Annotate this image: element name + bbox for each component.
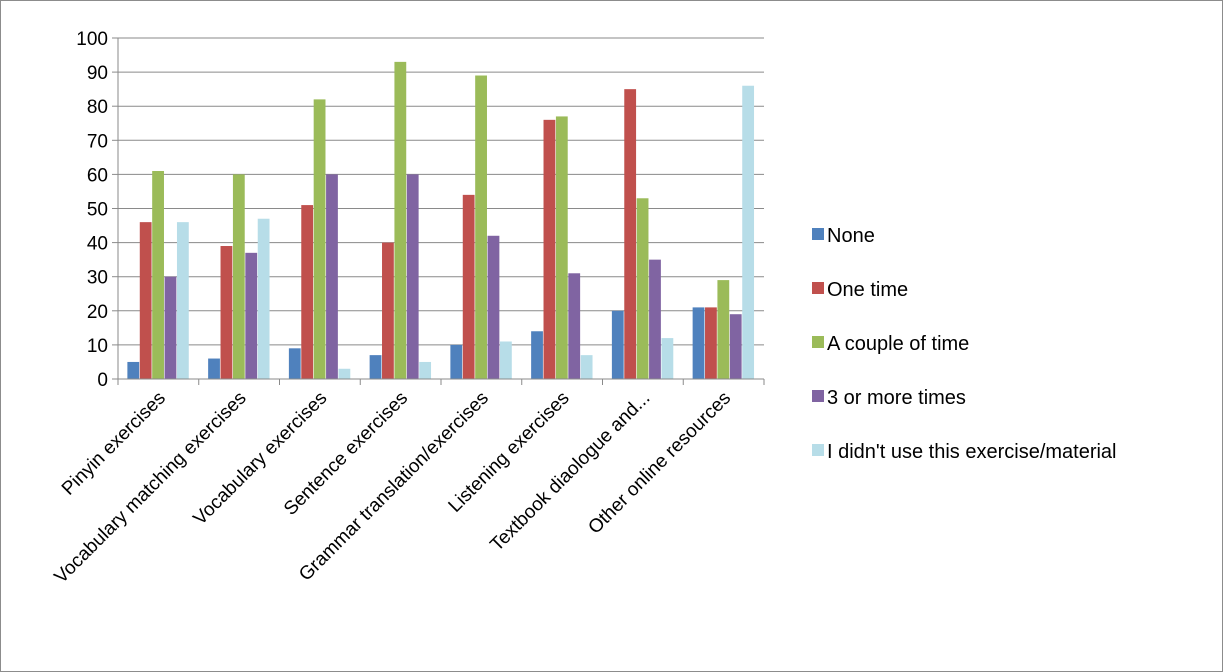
bar-3-or-more-times-textbook-diaologue-and	[649, 259, 661, 379]
legend-label-3-or-more-times: 3 or more times	[827, 387, 966, 409]
bar-a-couple-of-time-other-online-resources	[717, 280, 730, 379]
y-tick-label-20: 20	[87, 302, 108, 323]
bar-i-didn-t-use-this-exercise-material-grammar-translation-exercises	[499, 341, 512, 379]
bar-3-or-more-times-grammar-translation-exercises	[487, 235, 500, 379]
bar-i-didn-t-use-this-exercise-material-listening-exercises	[580, 355, 593, 379]
bar-a-couple-of-time-listening-exercises	[555, 116, 568, 380]
y-tick-labels: 0 10 20 30 40 50 60 70 80 90 100	[76, 29, 108, 391]
legend-swatch-none	[812, 228, 824, 240]
legend-item-i-didn-t-use-this-exercise-material: I didn't use this exercise/material	[812, 441, 1117, 463]
legend-item-a-couple-of-time: A couple of time	[812, 333, 969, 355]
bar-a-couple-of-time-sentence-exercises	[394, 61, 407, 380]
legend-swatch-i-didn-t-use-this-exercise-material	[812, 444, 824, 456]
y-tick-label-60: 60	[87, 165, 108, 186]
bar-i-didn-t-use-this-exercise-material-pinyin-exercises	[176, 222, 189, 379]
y-tick-label-100: 100	[76, 29, 108, 50]
legend-label-a-couple-of-time: A couple of time	[827, 333, 969, 355]
bar-3-or-more-times-listening-exercises	[568, 273, 581, 379]
axes	[112, 37, 765, 385]
bar-i-didn-t-use-this-exercise-material-vocabulary-matching-exercises	[257, 218, 270, 379]
bar-one-time-sentence-exercises	[382, 242, 394, 379]
bar-a-couple-of-time-textbook-diaologue-and	[636, 198, 649, 379]
bar-one-time-other-online-resources	[705, 307, 717, 379]
bar-a-couple-of-time-vocabulary-exercises	[313, 99, 326, 379]
bar-a-couple-of-time-grammar-translation-exercises	[475, 75, 487, 379]
bar-one-time-grammar-translation-exercises	[462, 194, 475, 379]
y-tick-label-70: 70	[87, 131, 108, 152]
bar-3-or-more-times-pinyin-exercises	[164, 276, 177, 379]
x-tick-label-textbook-diaologue-and: Textbook diaologue and...	[486, 388, 654, 556]
legend-swatch-one-time	[812, 282, 824, 294]
legend-item-one-time: One time	[812, 279, 908, 301]
legend-swatch-a-couple-of-time	[812, 336, 824, 348]
bar-none-listening-exercises	[531, 331, 543, 379]
bar-a-couple-of-time-pinyin-exercises	[152, 170, 164, 379]
bar-none-pinyin-exercises	[127, 361, 140, 379]
bar-one-time-textbook-diaologue-and	[624, 89, 637, 380]
bar-none-other-online-resources	[692, 307, 705, 379]
bar-one-time-listening-exercises	[543, 119, 556, 379]
bar-i-didn-t-use-this-exercise-material-textbook-diaologue-and	[661, 338, 674, 379]
bar-3-or-more-times-vocabulary-exercises	[326, 174, 338, 379]
bar-3-or-more-times-vocabulary-matching-exercises	[245, 252, 258, 379]
y-tick-label-10: 10	[87, 336, 108, 357]
y-tick-label-90: 90	[87, 63, 108, 84]
legend: None One time A couple of time 3 or more ti…	[812, 225, 1117, 463]
bar-i-didn-t-use-this-exercise-material-vocabulary-exercises	[338, 368, 351, 379]
bar-none-grammar-translation-exercises	[450, 344, 463, 379]
legend-label-i-didn-t-use-this-exercise-material: I didn't use this exercise/material	[827, 441, 1117, 463]
y-tick-label-0: 0	[97, 370, 108, 391]
y-tick-label-80: 80	[87, 97, 108, 118]
bar-i-didn-t-use-this-exercise-material-sentence-exercises	[419, 361, 432, 379]
bar-3-or-more-times-sentence-exercises	[406, 174, 419, 379]
bar-i-didn-t-use-this-exercise-material-other-online-resources	[742, 85, 755, 380]
bar-none-sentence-exercises	[369, 355, 382, 379]
legend-swatch-3-or-more-times	[812, 390, 824, 402]
bar-none-vocabulary-matching-exercises	[208, 358, 220, 379]
legend-item-none: None	[812, 225, 875, 247]
y-tick-label-50: 50	[87, 200, 108, 221]
y-tick-label-40: 40	[87, 234, 108, 255]
legend-label-none: None	[827, 225, 875, 247]
bar-one-time-vocabulary-exercises	[301, 205, 314, 379]
x-tick-label-vocabulary-exercises: Vocabulary exercises	[190, 388, 332, 530]
bars	[127, 61, 755, 380]
legend-label-one-time: One time	[827, 279, 908, 301]
bar-one-time-pinyin-exercises	[139, 222, 152, 379]
bar-one-time-vocabulary-matching-exercises	[220, 246, 233, 379]
bar-none-textbook-diaologue-and	[611, 310, 624, 379]
y-tick-label-30: 30	[87, 268, 108, 289]
bar-a-couple-of-time-vocabulary-matching-exercises	[232, 174, 245, 379]
legend-item-3-or-more-times: 3 or more times	[812, 387, 966, 409]
x-tick-label-other-online-resources: Other online resources	[584, 388, 735, 539]
bar-3-or-more-times-other-online-resources	[729, 314, 742, 379]
bar-none-vocabulary-exercises	[288, 348, 301, 379]
gridlines	[118, 37, 764, 346]
